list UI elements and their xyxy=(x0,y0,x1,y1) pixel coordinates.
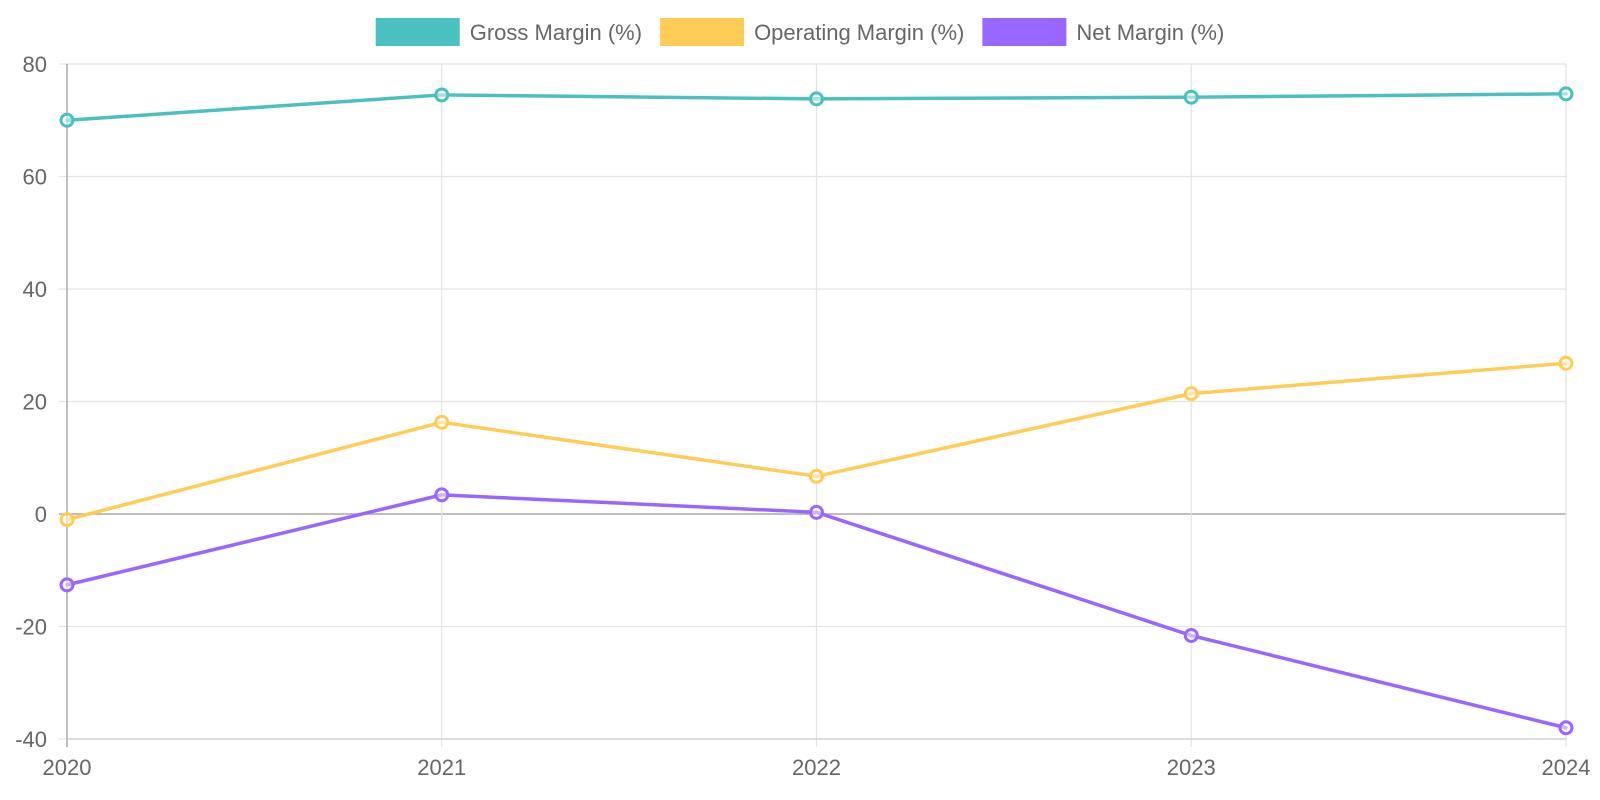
legend-label-3: Net Margin (%) xyxy=(1076,20,1224,45)
legend-label-2: Operating Margin (%) xyxy=(754,20,964,45)
series-1-point xyxy=(1558,86,1574,102)
series-2-point xyxy=(59,512,75,528)
series-1-point xyxy=(434,87,450,103)
y-tick-label: 40 xyxy=(23,277,47,302)
series-3-point xyxy=(809,504,824,520)
y-tick-label: 80 xyxy=(23,52,47,77)
legend: Gross Margin (%) Operating Margin (%) Net … xyxy=(375,18,1224,46)
series-3-point xyxy=(1183,628,1199,643)
series-1-point xyxy=(809,91,824,107)
series-1-point xyxy=(59,112,75,128)
series-2-point xyxy=(1183,386,1199,402)
series-2-point xyxy=(1558,355,1574,371)
series-3-point xyxy=(59,577,75,593)
y-tick-label: 60 xyxy=(23,165,47,190)
grid-lines xyxy=(59,63,1567,747)
series-3-point xyxy=(1558,720,1574,736)
legend-label-1: Gross Margin (%) xyxy=(470,20,642,45)
legend-swatch-1 xyxy=(375,18,460,46)
y-tick-label: -40 xyxy=(15,727,47,752)
x-tick-label: 2024 xyxy=(1542,755,1591,780)
legend-swatch-3 xyxy=(982,18,1067,46)
series-1-point xyxy=(1183,89,1199,105)
series-2-point xyxy=(434,414,450,430)
series-2-point xyxy=(809,468,824,484)
x-tick-label: 2021 xyxy=(417,755,466,780)
series-3-point xyxy=(434,487,450,503)
legend-swatch-2 xyxy=(660,18,745,46)
x-tick-label: 2020 xyxy=(43,755,92,780)
y-tick-label: 20 xyxy=(23,390,47,415)
x-tick-label: 2023 xyxy=(1167,755,1216,780)
y-tick-label: -20 xyxy=(15,615,47,640)
x-tick-label: 2022 xyxy=(792,755,841,780)
series-points xyxy=(59,86,1574,736)
axes: 80 60 40 20 0 -20 -40 2020 2021 2022 2023 2024 xyxy=(15,52,1590,780)
y-tick-label: 0 xyxy=(35,502,47,527)
